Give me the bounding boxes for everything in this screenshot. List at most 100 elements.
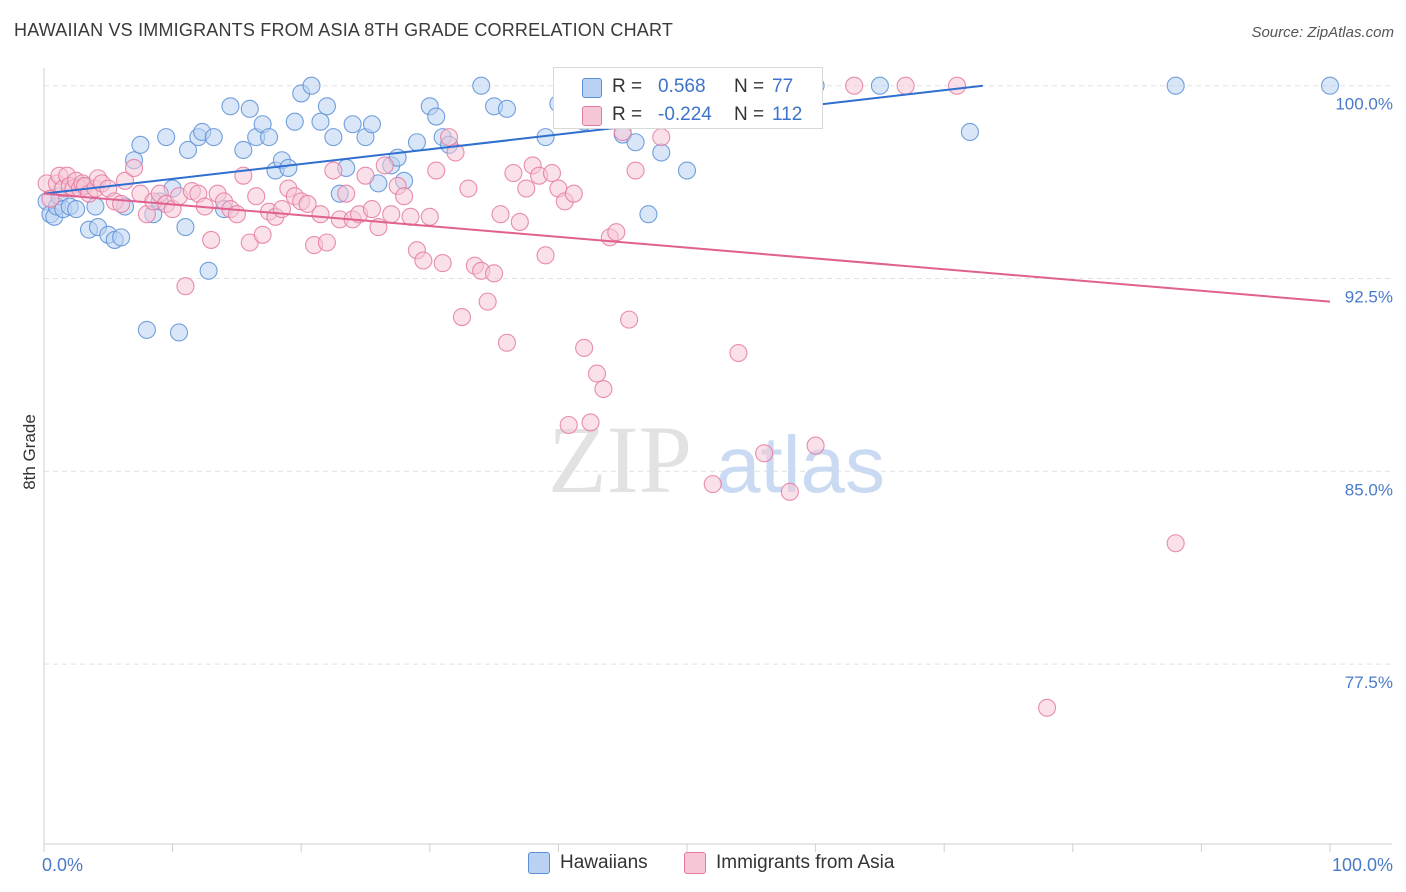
immigrants-point <box>414 251 433 270</box>
immigrants-swatch <box>582 106 602 126</box>
immigrants-point <box>382 205 401 224</box>
r-label: R = <box>612 76 643 97</box>
watermark-atlas: atlas <box>716 420 885 509</box>
series-legend: Hawaiians Immigrants from Asia <box>0 852 1406 878</box>
r-label: R = <box>612 104 643 125</box>
immigrants-point <box>587 364 607 383</box>
n-label: N = <box>734 104 765 125</box>
immigrants-point <box>729 343 748 363</box>
y-axis-label: 8th Grade <box>20 414 39 490</box>
immigrants-point <box>395 187 414 206</box>
x-tick-label: 100.0% <box>1332 855 1393 875</box>
immigrants-point <box>459 179 478 198</box>
legend-label-immigrants: Immigrants from Asia <box>716 852 895 873</box>
immigrants-point <box>542 164 562 183</box>
immigrants-point <box>559 415 578 435</box>
immigrants-point <box>536 246 555 265</box>
immigrants-point <box>324 161 343 180</box>
r-value: 0.568 <box>658 76 706 97</box>
hawaiians-point <box>472 76 491 95</box>
n-label: N = <box>734 76 765 97</box>
hawaiians-point <box>362 115 381 134</box>
hawaiians-point <box>259 128 279 147</box>
immigrants-point <box>485 264 504 283</box>
immigrants-point <box>607 223 626 242</box>
legend-label-hawaiians: Hawaiians <box>560 852 648 873</box>
hawaiians-point <box>285 112 304 131</box>
immigrants-point <box>176 277 195 296</box>
immigrants-point <box>497 333 517 352</box>
trend-lines <box>43 84 1331 303</box>
hawaiians-point <box>870 76 889 95</box>
hawaiians-point <box>497 99 517 118</box>
immigrants-point <box>780 482 799 501</box>
r-value: -0.224 <box>658 104 712 125</box>
hawaiians-point <box>324 128 343 147</box>
hawaiians-point <box>178 140 198 160</box>
immigrants-point <box>317 233 336 252</box>
n-value: 112 <box>772 104 803 125</box>
immigrants-point <box>510 212 529 231</box>
immigrants-legend-swatch <box>684 852 706 874</box>
immigrants-point <box>362 200 381 219</box>
immigrants-point <box>491 205 510 224</box>
hawaiians-point <box>311 112 330 131</box>
immigrants-point <box>440 128 459 147</box>
immigrants-point <box>845 76 864 95</box>
hawaiians-point <box>639 205 658 224</box>
immigrants-point <box>504 164 523 183</box>
hawaiians-point <box>317 97 336 116</box>
immigrants-point <box>446 143 465 162</box>
hawaiians-point <box>157 128 176 147</box>
hawaiians-point <box>176 218 195 237</box>
hawaiians-point <box>427 107 446 126</box>
immigrants-point <box>626 161 645 180</box>
immigrants-point <box>594 379 613 399</box>
hawaiians-point <box>279 158 298 178</box>
y-tick-label: 100.0% <box>1335 95 1393 114</box>
hawaiians-point <box>240 99 259 118</box>
immigrants-point <box>575 338 594 357</box>
immigrants-point <box>703 475 722 494</box>
x-tick-label: 0.0% <box>42 855 83 875</box>
y-tick-label: 92.5% <box>1345 287 1393 306</box>
immigrants-point <box>564 184 583 203</box>
immigrants-point <box>298 194 317 213</box>
immigrants-point <box>227 205 246 224</box>
hawaiians-point <box>169 323 189 342</box>
immigrants-point <box>948 76 967 95</box>
immigrants-point <box>1038 698 1057 717</box>
immigrants-point <box>124 158 144 178</box>
hawaiians-legend-swatch <box>528 852 550 874</box>
immigrants-point <box>356 166 375 185</box>
hawaiians-point <box>302 76 321 95</box>
hawaiians-point <box>204 128 223 147</box>
immigrants-point <box>401 207 420 226</box>
immigrants-point <box>896 76 915 95</box>
immigrants-point <box>112 194 131 213</box>
immigrants-point <box>311 205 330 224</box>
immigrants-point <box>517 179 536 198</box>
hawaiians-point <box>960 122 979 142</box>
hawaiians-trend-line <box>43 84 983 195</box>
tick-labels: 100.0% 92.5% 85.0% 77.5% 0.0% 100.0% 8th Grade <box>20 95 1393 875</box>
y-tick-label: 77.5% <box>1345 673 1393 692</box>
hawaiians-point <box>221 97 240 116</box>
hawaiians-point <box>652 143 671 162</box>
stats-legend: R = 0.568 N = 77 R = -0.224 N = 112 <box>553 67 823 129</box>
immigrants-point <box>420 207 439 226</box>
hawaiians-point <box>234 140 253 160</box>
hawaiians-point <box>112 228 131 247</box>
hawaiians-point <box>677 161 697 180</box>
immigrants-point <box>755 444 774 463</box>
immigrants-point <box>1166 534 1185 553</box>
legend-item-immigrants: Immigrants from Asia <box>684 852 894 874</box>
immigrants-point <box>202 230 221 249</box>
hawaiians-point <box>407 133 426 152</box>
immigrants-point <box>427 161 446 180</box>
legend-row-immigrants: R = -0.224 N = 112 <box>554 102 822 130</box>
immigrants-point <box>452 307 472 327</box>
legend-row-hawaiians: R = 0.568 N = 77 <box>554 74 822 102</box>
source-label: Source: ZipAtlas.com <box>1251 24 1394 41</box>
immigrants-point <box>620 310 639 329</box>
